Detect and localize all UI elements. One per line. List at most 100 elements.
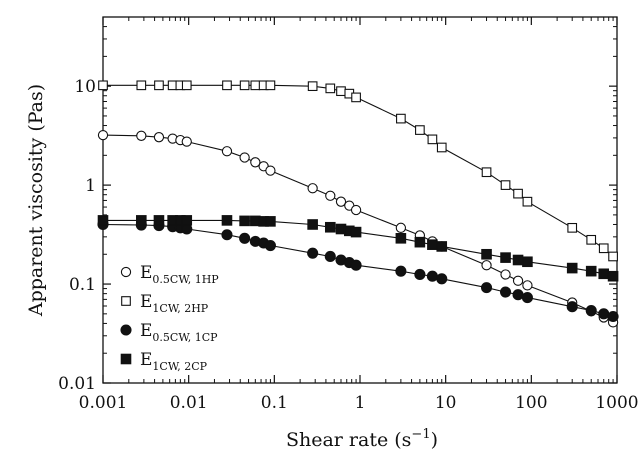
- data-point-series-2: [586, 234, 597, 245]
- data-point-series-4: [566, 262, 578, 274]
- data-point-series-4: [414, 236, 426, 248]
- data-point-series-2: [222, 80, 232, 91]
- legend-marker-3: [120, 324, 132, 336]
- y-tick-label: 0.1: [69, 275, 96, 295]
- data-point-series-1: [335, 196, 347, 207]
- data-point-series-4: [395, 233, 407, 244]
- data-point-series-4: [265, 216, 276, 227]
- x-tick-label: 0.001: [79, 393, 128, 413]
- x-tick-label: 0.1: [261, 393, 288, 413]
- y-axis-title: Apparent viscosity (Pas): [25, 84, 47, 317]
- data-point-series-4: [307, 219, 318, 230]
- data-point-series-4: [512, 254, 524, 266]
- data-point-series-2: [500, 180, 511, 190]
- data-point-series-4: [136, 215, 147, 226]
- data-point-series-4: [436, 241, 448, 252]
- data-point-series-3: [350, 259, 362, 271]
- data-point-series-4: [239, 215, 250, 227]
- data-point-series-4: [324, 221, 336, 233]
- data-point-series-3: [566, 301, 578, 313]
- data-point-series-2: [567, 222, 578, 233]
- data-point-series-3: [239, 232, 251, 244]
- data-point-series-4: [500, 252, 511, 263]
- data-point-series-1: [350, 204, 362, 216]
- data-point-series-1: [395, 222, 407, 233]
- data-point-series-1: [512, 275, 524, 286]
- data-point-series-2: [250, 80, 261, 91]
- data-point-series-4: [350, 226, 362, 238]
- data-point-series-1: [307, 183, 318, 194]
- data-point-series-2: [154, 80, 164, 91]
- data-point-series-2: [481, 167, 492, 178]
- data-point-series-4: [522, 256, 533, 268]
- data-point-series-2: [608, 251, 618, 262]
- data-point-series-2: [396, 113, 406, 124]
- data-point-series-3: [307, 247, 319, 259]
- data-point-series-1: [136, 130, 147, 141]
- y-tick-label: 10: [74, 77, 96, 97]
- data-point-series-2: [522, 196, 533, 207]
- x-axis-title: Shear rate (s−1): [286, 427, 438, 451]
- data-point-series-4: [97, 215, 109, 226]
- data-point-series-3: [480, 282, 493, 294]
- data-point-series-3: [221, 229, 233, 241]
- data-point-series-2: [436, 142, 447, 153]
- data-point-series-2: [181, 80, 192, 91]
- x-tick-label: 0.01: [170, 393, 208, 413]
- data-point-series-3: [324, 250, 336, 263]
- legend: E0.5CW, 1HP E1CW, 2HP E0.5CW, 1CP E1CW, 2CP: [120, 263, 219, 373]
- data-point-series-3: [598, 308, 610, 320]
- data-point-series-4: [181, 215, 193, 226]
- data-point-series-2: [265, 80, 276, 91]
- data-point-series-2: [136, 80, 147, 91]
- data-point-series-3: [521, 292, 533, 304]
- legend-label-2: E1CW, 2HP: [140, 292, 209, 315]
- data-point-series-1: [153, 132, 165, 143]
- data-point-series-4: [607, 270, 619, 282]
- x-tick-label: 1: [355, 393, 366, 413]
- series-markers: [97, 80, 619, 328]
- data-point-series-1: [221, 146, 233, 157]
- data-point-series-1: [97, 129, 109, 141]
- data-point-series-1: [481, 260, 492, 271]
- data-point-series-4: [221, 215, 233, 226]
- data-point-series-4: [585, 265, 597, 277]
- data-point-series-2: [336, 86, 346, 97]
- data-point-series-4: [427, 239, 438, 250]
- data-point-series-1: [250, 157, 261, 168]
- x-tick-label: 10: [435, 393, 457, 413]
- data-point-series-2: [325, 83, 336, 94]
- data-point-series-2: [98, 80, 108, 91]
- x-tick-label: 1000: [595, 393, 638, 413]
- data-point-series-1: [239, 152, 250, 163]
- data-point-series-4: [598, 268, 610, 280]
- data-point-series-4: [153, 215, 165, 226]
- y-tick-label: 1: [85, 176, 96, 196]
- data-point-series-3: [395, 265, 407, 277]
- series-curves: [102, 84, 614, 323]
- data-point-series-1: [522, 280, 533, 291]
- plot-frame: [102, 16, 618, 384]
- legend-label-3: E0.5CW, 1CP: [140, 321, 218, 344]
- legend-marker-2: [121, 296, 131, 306]
- data-point-series-4: [481, 248, 492, 260]
- data-point-series-1: [325, 190, 336, 201]
- data-point-series-1: [265, 165, 276, 176]
- y-tick-label: 0.01: [58, 374, 96, 394]
- data-point-series-2: [351, 92, 361, 103]
- legend-marker-1: [120, 266, 132, 278]
- legend-label-1: E0.5CW, 1HP: [140, 263, 219, 286]
- data-point-series-2: [239, 80, 250, 91]
- data-point-series-3: [585, 304, 597, 317]
- data-point-series-3: [499, 286, 512, 298]
- data-point-series-2: [513, 188, 523, 199]
- data-point-series-2: [415, 125, 425, 135]
- data-point-series-3: [607, 310, 619, 323]
- data-point-series-3: [264, 239, 276, 252]
- data-point-series-2: [427, 134, 438, 145]
- data-point-series-2: [598, 243, 609, 254]
- data-point-series-2: [307, 81, 318, 92]
- data-point-series-3: [436, 273, 448, 285]
